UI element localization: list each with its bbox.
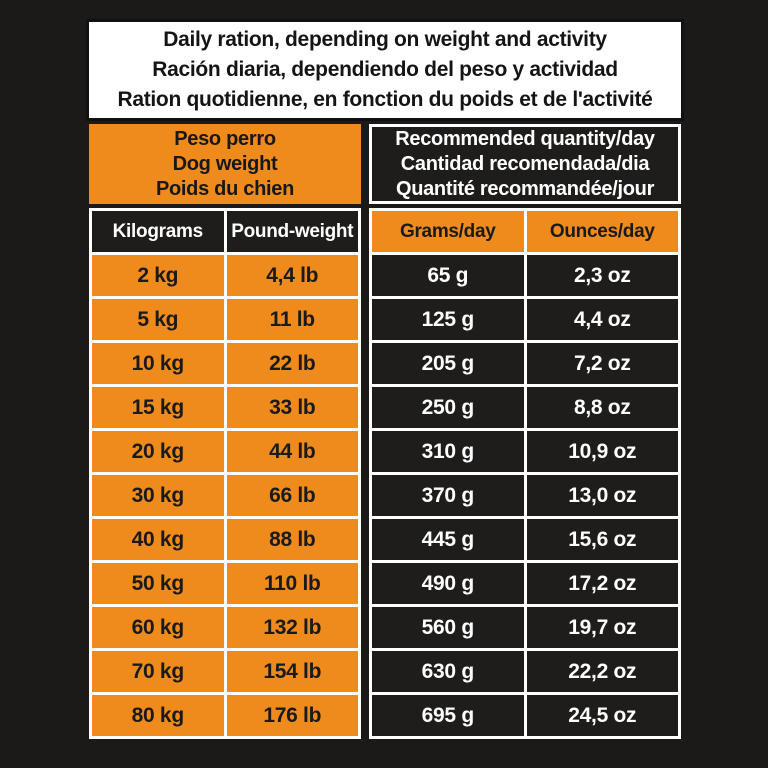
weight-table-row: 5 kg 11 lb: [89, 296, 361, 343]
weight-table-row: 40 kg 88 lb: [89, 516, 361, 563]
title-block: Daily ration, depending on weight and ac…: [89, 22, 681, 118]
grams-cell: 125 g: [369, 296, 527, 343]
kg-cell: 30 kg: [89, 472, 227, 519]
grams-cell: 310 g: [369, 428, 527, 475]
kg-cell: 40 kg: [89, 516, 227, 563]
weight-table-row: 50 kg 110 lb: [89, 560, 361, 607]
weight-subheader-row: Kilograms Pound-weight: [89, 208, 361, 255]
weight-table-row: 15 kg 33 lb: [89, 384, 361, 431]
grams-cell: 205 g: [369, 340, 527, 387]
weight-table-row: 30 kg 66 lb: [89, 472, 361, 519]
quantity-header-es: Cantidad recomendada/dia: [400, 152, 650, 175]
kg-cell: 70 kg: [89, 648, 227, 695]
quantity-table-row: 490 g 17,2 oz: [369, 560, 681, 607]
grams-cell: 445 g: [369, 516, 527, 563]
ounces-cell: 10,9 oz: [523, 428, 681, 475]
dog-weight-header-fr: Poids du chien: [155, 177, 295, 200]
weight-table-row: 2 kg 4,4 lb: [89, 252, 361, 299]
quantity-subheader-row: Grams/day Ounces/day: [369, 208, 681, 255]
weight-table-row: 20 kg 44 lb: [89, 428, 361, 475]
lb-cell: 44 lb: [223, 428, 361, 475]
kg-cell: 80 kg: [89, 692, 227, 739]
ounces-cell: 2,3 oz: [523, 252, 681, 299]
kg-cell: 5 kg: [89, 296, 227, 343]
table-area: Peso perro Dog weight Poids du chien Kil…: [89, 124, 681, 739]
grams-cell: 370 g: [369, 472, 527, 519]
quantity-table-row: 125 g 4,4 oz: [369, 296, 681, 343]
grams-column-header: Grams/day: [369, 208, 527, 255]
recommended-quantity-section: Recommended quantity/day Cantidad recome…: [369, 124, 681, 739]
lb-cell: 11 lb: [223, 296, 361, 343]
ounces-column-header: Ounces/day: [523, 208, 681, 255]
ounces-cell: 7,2 oz: [523, 340, 681, 387]
quantity-header-fr: Quantité recommandée/jour: [395, 177, 655, 200]
title-line-en: Daily ration, depending on weight and ac…: [163, 28, 607, 51]
lb-cell: 66 lb: [223, 472, 361, 519]
grams-cell: 695 g: [369, 692, 527, 739]
quantity-table-row: 370 g 13,0 oz: [369, 472, 681, 519]
quantity-table-row: 310 g 10,9 oz: [369, 428, 681, 475]
dog-weight-header-es: Peso perro: [174, 127, 276, 150]
quantity-table-row: 445 g 15,6 oz: [369, 516, 681, 563]
kilograms-column-header: Kilograms: [89, 208, 227, 255]
weight-table-row: 10 kg 22 lb: [89, 340, 361, 387]
quantity-table-row: 560 g 19,7 oz: [369, 604, 681, 651]
grams-cell: 560 g: [369, 604, 527, 651]
weight-table-row: 70 kg 154 lb: [89, 648, 361, 695]
grams-cell: 630 g: [369, 648, 527, 695]
recommended-quantity-header: Recommended quantity/day Cantidad recome…: [369, 124, 681, 204]
recommended-quantity-table: Grams/day Ounces/day 65 g 2,3 oz 125 g 4,4 …: [369, 208, 681, 739]
lb-cell: 4,4 lb: [223, 252, 361, 299]
ounces-cell: 4,4 oz: [523, 296, 681, 343]
lb-cell: 176 lb: [223, 692, 361, 739]
ounces-cell: 8,8 oz: [523, 384, 681, 431]
kg-cell: 50 kg: [89, 560, 227, 607]
pound-weight-column-header: Pound-weight: [223, 208, 361, 255]
grams-cell: 490 g: [369, 560, 527, 607]
dog-weight-table: Kilograms Pound-weight 2 kg 4,4 lb 5 kg 11 …: [89, 208, 361, 739]
grams-cell: 65 g: [369, 252, 527, 299]
dog-weight-header-en: Dog weight: [172, 152, 278, 175]
quantity-table-row: 65 g 2,3 oz: [369, 252, 681, 299]
kg-cell: 15 kg: [89, 384, 227, 431]
title-line-es: Ración diaria, dependiendo del peso y ac…: [152, 58, 618, 81]
lb-cell: 110 lb: [223, 560, 361, 607]
kg-cell: 10 kg: [89, 340, 227, 387]
quantity-table-row: 695 g 24,5 oz: [369, 692, 681, 739]
weight-table-row: 60 kg 132 lb: [89, 604, 361, 651]
ounces-cell: 22,2 oz: [523, 648, 681, 695]
lb-cell: 132 lb: [223, 604, 361, 651]
dog-weight-header: Peso perro Dog weight Poids du chien: [89, 124, 361, 204]
lb-cell: 33 lb: [223, 384, 361, 431]
quantity-table-row: 205 g 7,2 oz: [369, 340, 681, 387]
grams-cell: 250 g: [369, 384, 527, 431]
lb-cell: 22 lb: [223, 340, 361, 387]
ounces-cell: 19,7 oz: [523, 604, 681, 651]
lb-cell: 88 lb: [223, 516, 361, 563]
quantity-table-row: 630 g 22,2 oz: [369, 648, 681, 695]
ounces-cell: 13,0 oz: [523, 472, 681, 519]
ounces-cell: 24,5 oz: [523, 692, 681, 739]
kg-cell: 2 kg: [89, 252, 227, 299]
lb-cell: 154 lb: [223, 648, 361, 695]
kg-cell: 60 kg: [89, 604, 227, 651]
ounces-cell: 15,6 oz: [523, 516, 681, 563]
weight-table-row: 80 kg 176 lb: [89, 692, 361, 739]
ounces-cell: 17,2 oz: [523, 560, 681, 607]
quantity-table-row: 250 g 8,8 oz: [369, 384, 681, 431]
dog-weight-section: Peso perro Dog weight Poids du chien Kil…: [89, 124, 361, 739]
title-line-fr: Ration quotidienne, en fonction du poids…: [117, 88, 653, 111]
kg-cell: 20 kg: [89, 428, 227, 475]
quantity-header-en: Recommended quantity/day: [395, 127, 655, 150]
